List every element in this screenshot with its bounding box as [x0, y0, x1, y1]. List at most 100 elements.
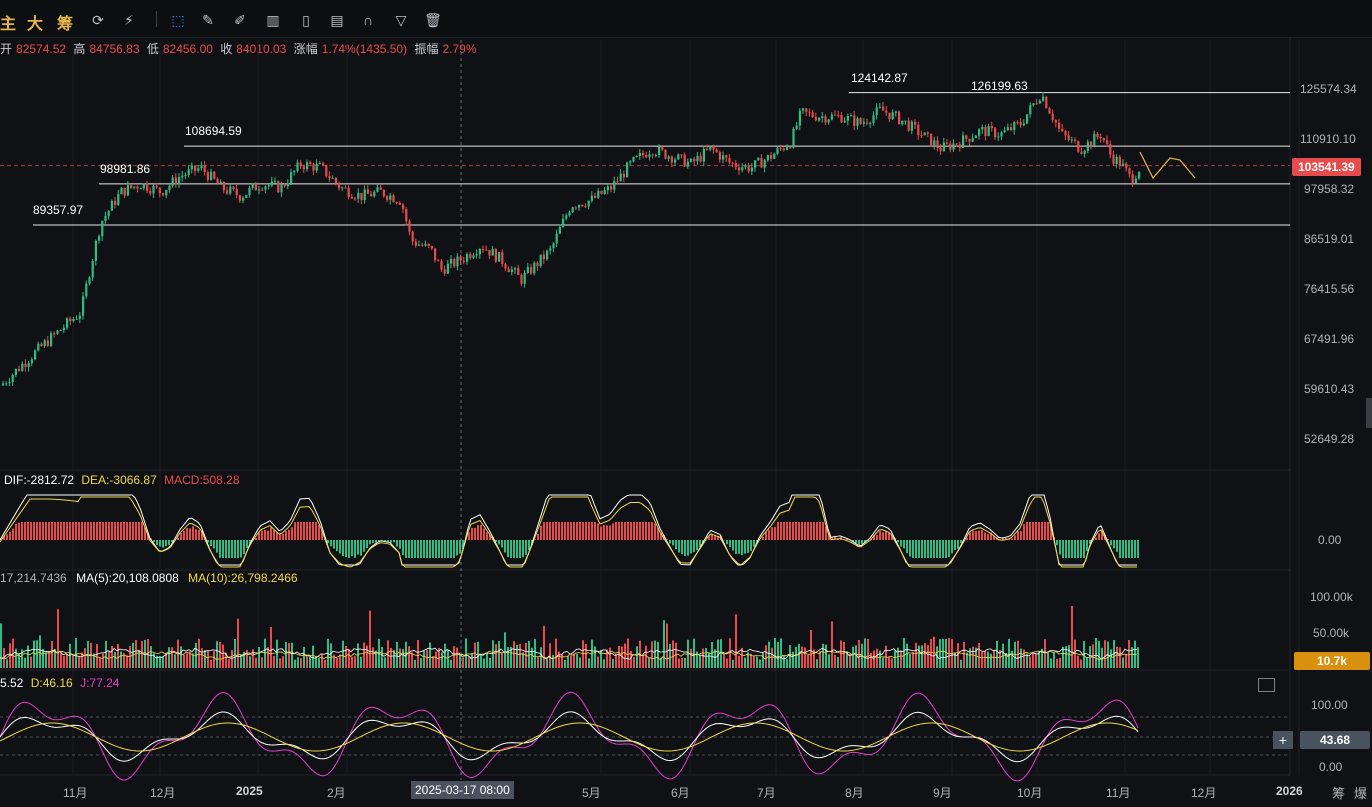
volume-bar: [816, 659, 818, 668]
filter-icon[interactable]: ▽: [395, 11, 407, 28]
candle-body: [472, 255, 475, 258]
macd-bar: [21, 522, 23, 540]
macd-bar: [1110, 540, 1112, 546]
candle-body: [498, 252, 501, 262]
volume-bar: [981, 652, 983, 668]
edit-icon[interactable]: ▤: [330, 11, 344, 28]
macd-bar: [126, 522, 128, 540]
volume-bar: [990, 653, 992, 668]
volume-bar: [231, 649, 233, 668]
candle-body: [555, 233, 558, 244]
candle-body: [920, 135, 923, 137]
volume-bar: [960, 659, 962, 668]
indicator-icon[interactable]: ▥: [266, 11, 280, 28]
macd-bar: [909, 540, 911, 557]
macd-bar: [129, 522, 131, 540]
x-axis-label: 10月: [1017, 786, 1043, 800]
macd-bar: [327, 540, 329, 544]
lock-icon[interactable]: ▯: [302, 11, 310, 28]
volume-bar: [996, 641, 998, 668]
volume-bar: [420, 658, 422, 668]
macd-bar: [12, 528, 14, 540]
macd-bar: [921, 540, 923, 558]
candle-body: [782, 148, 785, 150]
candle-body: [661, 146, 664, 150]
macd-bar: [1038, 522, 1040, 540]
candle-body: [610, 186, 613, 190]
pen-icon[interactable]: ✐: [234, 11, 246, 28]
fullscreen-icon[interactable]: [1258, 678, 1275, 692]
volume-bar: [654, 640, 656, 668]
candle-body: [411, 231, 414, 242]
volume-bar: [747, 652, 749, 668]
macd-bar: [1011, 538, 1013, 540]
candle-body: [933, 140, 936, 147]
candle-body: [626, 162, 629, 178]
big-order-toggle[interactable]: 大: [27, 16, 44, 33]
macd-bar: [75, 522, 77, 540]
candle-body: [200, 165, 203, 169]
candle-body: [75, 318, 78, 320]
ruler-icon[interactable]: ✎: [202, 11, 214, 28]
chip-toggle[interactable]: 筹: [57, 16, 74, 33]
volume-bar: [837, 656, 839, 668]
macd-bar: [162, 540, 164, 548]
macd-bar: [456, 540, 458, 556]
trash-icon[interactable]: 🗑: [424, 11, 442, 28]
candle-body: [302, 166, 305, 170]
candle-body: [274, 181, 277, 183]
candle-body: [354, 198, 357, 200]
volume-bar: [489, 657, 491, 668]
volume-bar: [936, 646, 938, 668]
price-axis-label: 125574.34: [1300, 82, 1357, 96]
candle-body: [1106, 140, 1109, 144]
candle-body: [1138, 171, 1141, 179]
magnet-icon[interactable]: ∩: [362, 12, 374, 28]
volume-bar: [156, 655, 158, 668]
macd-bar: [1107, 539, 1109, 540]
macd-bar: [1125, 540, 1127, 558]
chip-corner-button[interactable]: 筹: [1332, 786, 1346, 801]
volume-bar: [657, 641, 659, 668]
volume-bar: [291, 642, 293, 668]
volume-bar: [927, 645, 929, 668]
macd-bar: [648, 522, 650, 540]
volume-bar: [78, 656, 80, 668]
macd-bar: [30, 522, 32, 540]
candle-body: [830, 114, 833, 120]
macd-bar: [801, 522, 803, 540]
volume-bar: [441, 652, 443, 668]
macd-bar: [303, 522, 305, 540]
cursor-icon[interactable]: ⬚: [171, 11, 185, 28]
macd-bar: [912, 540, 914, 558]
volume-bar: [600, 649, 602, 668]
macd-bar: [66, 522, 68, 540]
volume-bar: [765, 645, 767, 668]
macd-bar: [108, 522, 110, 540]
macd-bar: [873, 535, 875, 540]
macd-bar: [69, 522, 71, 540]
main-indicator-toggle[interactable]: 主: [0, 16, 17, 33]
candle-body: [926, 132, 929, 134]
macd-bar: [1119, 540, 1121, 558]
burst-corner-button[interactable]: 爆: [1354, 786, 1368, 801]
candle-body: [600, 190, 603, 194]
macd-bar: [351, 540, 353, 557]
macd-bar: [645, 522, 647, 540]
volume-bar: [681, 658, 683, 668]
candle-body: [40, 343, 43, 347]
macd-bar: [606, 525, 608, 540]
x-axis-label: 6月: [671, 786, 690, 800]
add-indicator-button[interactable]: +: [1273, 731, 1293, 749]
collapse-handle[interactable]: [1366, 398, 1372, 428]
macd-bar: [36, 522, 38, 540]
volume-bar: [1005, 652, 1007, 668]
candle-body: [667, 156, 670, 159]
magic-wand-icon[interactable]: ⚡: [124, 11, 134, 28]
macd-bar: [777, 522, 779, 540]
macd-bar: [261, 530, 263, 540]
volume-bar: [642, 655, 644, 668]
refresh-icon[interactable]: ⟳: [92, 11, 104, 28]
macd-bar: [714, 535, 716, 540]
